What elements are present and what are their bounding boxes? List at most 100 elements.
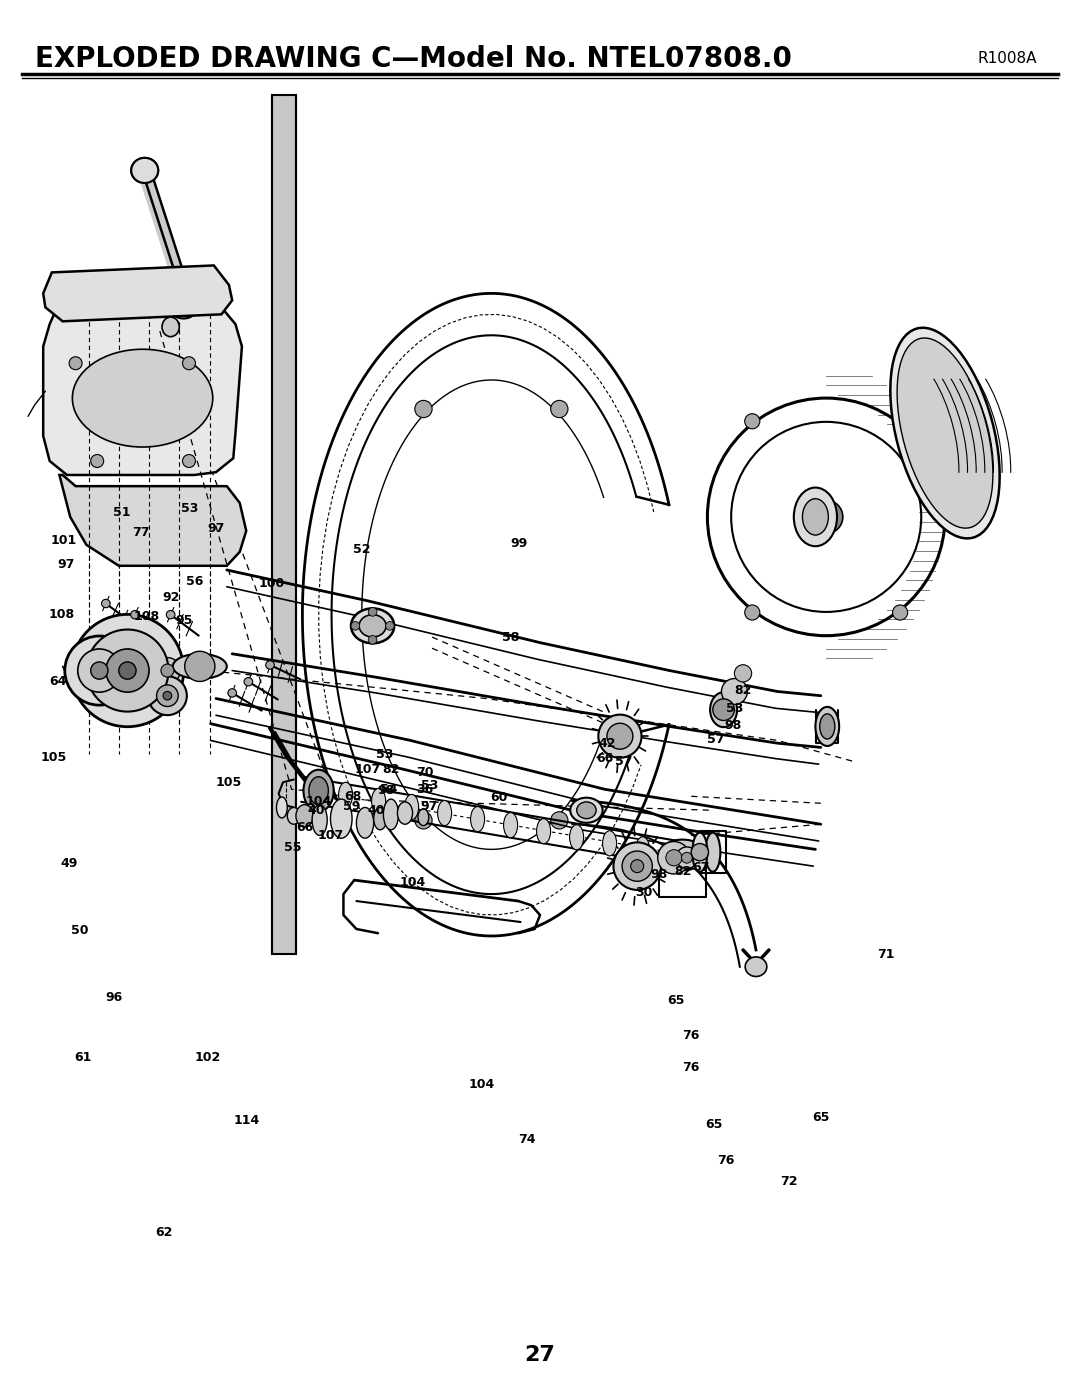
Circle shape bbox=[415, 401, 432, 418]
Ellipse shape bbox=[228, 689, 237, 697]
Ellipse shape bbox=[244, 678, 253, 686]
Circle shape bbox=[734, 665, 752, 682]
Ellipse shape bbox=[897, 338, 993, 528]
Text: 66: 66 bbox=[296, 820, 313, 834]
Text: 99: 99 bbox=[511, 536, 528, 550]
Ellipse shape bbox=[820, 714, 835, 739]
Bar bbox=[272, 95, 296, 954]
Ellipse shape bbox=[537, 819, 551, 844]
Ellipse shape bbox=[303, 770, 334, 812]
Ellipse shape bbox=[287, 807, 300, 824]
Circle shape bbox=[157, 685, 178, 707]
Ellipse shape bbox=[374, 807, 387, 830]
Ellipse shape bbox=[569, 824, 583, 849]
Text: 74: 74 bbox=[518, 1133, 536, 1147]
Text: 104: 104 bbox=[400, 876, 426, 890]
Circle shape bbox=[351, 622, 360, 630]
Text: 97: 97 bbox=[57, 557, 75, 571]
Circle shape bbox=[551, 401, 568, 418]
Circle shape bbox=[819, 510, 834, 524]
Ellipse shape bbox=[296, 805, 313, 827]
Circle shape bbox=[631, 859, 644, 873]
Circle shape bbox=[386, 622, 394, 630]
Circle shape bbox=[86, 630, 168, 711]
Text: 108: 108 bbox=[49, 608, 75, 622]
Circle shape bbox=[161, 664, 174, 678]
Text: 102: 102 bbox=[194, 1051, 220, 1065]
Text: 97: 97 bbox=[420, 799, 437, 813]
Text: 68: 68 bbox=[345, 789, 362, 803]
Text: 50: 50 bbox=[71, 923, 89, 937]
Circle shape bbox=[892, 414, 907, 429]
Ellipse shape bbox=[72, 349, 213, 447]
Ellipse shape bbox=[339, 782, 352, 807]
Text: 30: 30 bbox=[635, 886, 652, 900]
Text: 36: 36 bbox=[416, 782, 433, 796]
Ellipse shape bbox=[794, 488, 837, 546]
Text: 71: 71 bbox=[877, 947, 894, 961]
Ellipse shape bbox=[312, 805, 327, 835]
Text: 98: 98 bbox=[650, 868, 667, 882]
Text: 66: 66 bbox=[596, 752, 613, 766]
Polygon shape bbox=[59, 475, 246, 566]
Circle shape bbox=[810, 500, 842, 534]
Text: 52: 52 bbox=[353, 542, 370, 556]
Circle shape bbox=[65, 636, 134, 705]
Circle shape bbox=[69, 356, 82, 370]
Ellipse shape bbox=[359, 615, 387, 637]
Ellipse shape bbox=[162, 317, 179, 337]
Text: 53: 53 bbox=[376, 747, 393, 761]
Ellipse shape bbox=[330, 799, 352, 838]
Text: 108: 108 bbox=[134, 609, 160, 623]
Circle shape bbox=[658, 841, 690, 875]
Text: 82: 82 bbox=[734, 683, 752, 697]
Text: 61: 61 bbox=[75, 1051, 92, 1065]
Circle shape bbox=[721, 679, 747, 704]
Ellipse shape bbox=[570, 798, 603, 823]
Ellipse shape bbox=[711, 693, 737, 726]
Circle shape bbox=[745, 414, 760, 429]
Text: 57: 57 bbox=[707, 732, 725, 746]
Text: EXPLODED DRAWING C—Model No. NTEL07808.0: EXPLODED DRAWING C—Model No. NTEL07808.0 bbox=[35, 45, 792, 73]
Circle shape bbox=[892, 605, 907, 620]
Circle shape bbox=[613, 842, 661, 890]
Text: 114: 114 bbox=[233, 1113, 259, 1127]
Circle shape bbox=[691, 844, 708, 861]
Ellipse shape bbox=[356, 807, 374, 838]
Text: 67: 67 bbox=[692, 861, 710, 875]
Text: 92: 92 bbox=[162, 591, 179, 605]
Circle shape bbox=[185, 651, 215, 682]
Circle shape bbox=[91, 454, 104, 468]
Ellipse shape bbox=[890, 328, 1000, 538]
Ellipse shape bbox=[418, 809, 429, 826]
Ellipse shape bbox=[503, 813, 517, 838]
Text: 64: 64 bbox=[50, 675, 67, 689]
Ellipse shape bbox=[745, 957, 767, 977]
Polygon shape bbox=[43, 307, 242, 475]
Text: 40: 40 bbox=[367, 803, 384, 817]
Ellipse shape bbox=[276, 796, 287, 817]
Text: 95: 95 bbox=[175, 613, 192, 627]
Circle shape bbox=[183, 356, 195, 370]
Circle shape bbox=[598, 715, 642, 757]
Text: 51: 51 bbox=[113, 506, 131, 520]
Text: R1008A: R1008A bbox=[977, 52, 1037, 66]
Ellipse shape bbox=[168, 291, 199, 319]
Text: 42: 42 bbox=[598, 736, 616, 750]
Ellipse shape bbox=[659, 840, 706, 870]
Circle shape bbox=[681, 852, 692, 863]
Ellipse shape bbox=[635, 837, 650, 862]
Circle shape bbox=[665, 849, 683, 866]
Circle shape bbox=[71, 615, 184, 726]
Text: 97: 97 bbox=[207, 521, 225, 535]
Ellipse shape bbox=[309, 777, 328, 805]
Ellipse shape bbox=[131, 610, 139, 619]
Ellipse shape bbox=[437, 800, 451, 826]
Text: 58: 58 bbox=[502, 630, 519, 644]
Circle shape bbox=[551, 812, 568, 828]
Circle shape bbox=[607, 724, 633, 749]
Circle shape bbox=[676, 847, 698, 869]
Text: 77: 77 bbox=[132, 525, 149, 539]
Ellipse shape bbox=[603, 831, 617, 856]
Text: 76: 76 bbox=[683, 1028, 700, 1042]
